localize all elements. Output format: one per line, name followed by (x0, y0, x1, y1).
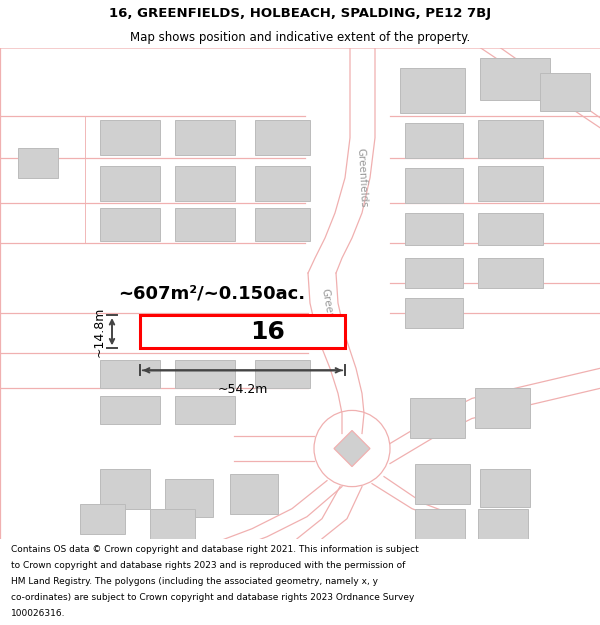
Text: co-ordinates) are subject to Crown copyright and database rights 2023 Ordnance S: co-ordinates) are subject to Crown copyr… (11, 592, 414, 602)
Bar (415, 509, 465, 544)
Bar (478, 166, 543, 201)
Bar (478, 258, 543, 288)
Bar (410, 398, 465, 439)
Bar (18, 148, 58, 178)
Text: 100026316.: 100026316. (11, 609, 65, 618)
Bar (100, 208, 160, 241)
Bar (475, 388, 530, 429)
Text: 16: 16 (250, 320, 284, 344)
Bar (255, 166, 310, 201)
Text: Map shows position and indicative extent of the property.: Map shows position and indicative extent… (130, 31, 470, 44)
Bar (415, 464, 470, 504)
Bar (140, 315, 345, 348)
Bar (175, 119, 235, 155)
Bar (540, 72, 590, 111)
Bar (480, 58, 550, 99)
Bar (478, 213, 543, 245)
Bar (165, 479, 213, 517)
Bar (100, 469, 150, 509)
Bar (405, 168, 463, 203)
Text: ~54.2m: ~54.2m (217, 383, 268, 396)
Text: Greenfields: Greenfields (355, 148, 368, 208)
Bar (100, 396, 160, 424)
Text: Contains OS data © Crown copyright and database right 2021. This information is : Contains OS data © Crown copyright and d… (11, 545, 419, 554)
Bar (255, 360, 310, 388)
Bar (175, 360, 235, 388)
Bar (230, 474, 278, 514)
Bar (480, 469, 530, 507)
Bar (405, 258, 463, 288)
Bar (80, 504, 125, 534)
Bar (405, 298, 463, 328)
Bar (100, 360, 160, 388)
Bar (175, 208, 235, 241)
Bar (100, 166, 160, 201)
Bar (405, 213, 463, 245)
Bar (255, 208, 310, 241)
Bar (405, 122, 463, 158)
Bar (150, 509, 195, 539)
Bar (175, 166, 235, 201)
Text: ~607m²/~0.150ac.: ~607m²/~0.150ac. (118, 284, 305, 302)
Polygon shape (334, 431, 370, 467)
Bar (100, 119, 160, 155)
Text: 16, GREENFIELDS, HOLBEACH, SPALDING, PE12 7BJ: 16, GREENFIELDS, HOLBEACH, SPALDING, PE1… (109, 7, 491, 20)
Text: ~14.8m: ~14.8m (93, 306, 106, 357)
Text: Greenfields: Greenfields (320, 288, 340, 349)
Bar (255, 119, 310, 155)
Bar (478, 119, 543, 158)
Bar (478, 509, 528, 544)
Bar (175, 396, 235, 424)
Text: to Crown copyright and database rights 2023 and is reproduced with the permissio: to Crown copyright and database rights 2… (11, 561, 405, 570)
Bar (400, 68, 465, 112)
Text: HM Land Registry. The polygons (including the associated geometry, namely x, y: HM Land Registry. The polygons (includin… (11, 577, 378, 586)
